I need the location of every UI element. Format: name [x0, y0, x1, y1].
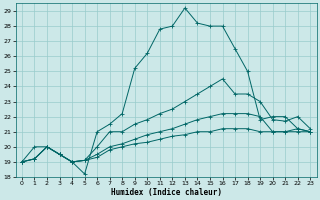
X-axis label: Humidex (Indice chaleur): Humidex (Indice chaleur) [111, 188, 221, 197]
